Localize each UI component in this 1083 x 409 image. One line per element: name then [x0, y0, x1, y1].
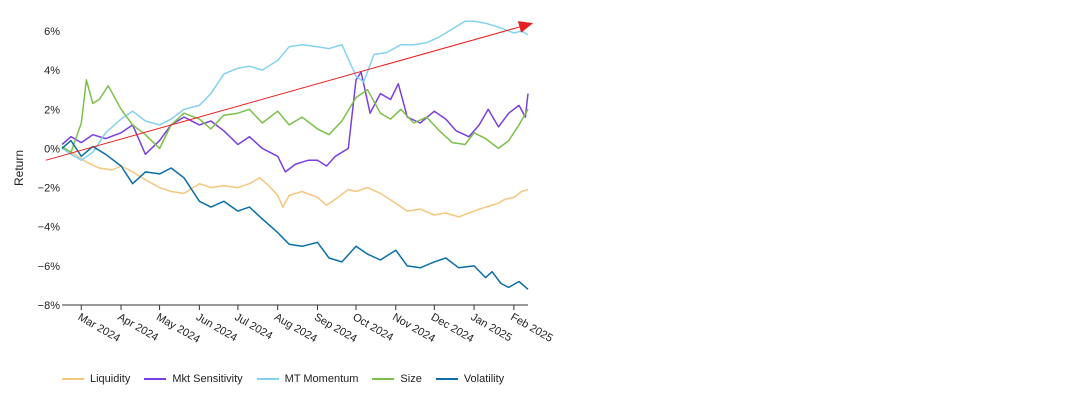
y-tick-label: −8%: [38, 300, 61, 312]
trend-arrow-line: [45, 26, 520, 161]
series-line-size: [61, 79, 529, 154]
y-axis-label: Return: [12, 150, 26, 186]
legend-item-volatility[interactable]: Volatility: [435, 373, 505, 385]
y-tick-label: 2%: [44, 104, 60, 116]
y-axis-ticks: −8% −6% −4% −2% 0% 2% 4% 6%: [38, 26, 61, 312]
x-tick-label: Mar 2024: [76, 311, 122, 345]
x-tick-label: Nov 2024: [390, 311, 437, 345]
legend-item-liquidity[interactable]: Liquidity: [62, 373, 130, 385]
y-tick-label: 0%: [44, 143, 60, 155]
legend-item-mkt-sensitivity[interactable]: Mkt Sensitivity: [144, 373, 243, 385]
x-tick-label: Feb 2025: [508, 311, 554, 345]
legend-label: Liquidity: [90, 373, 131, 385]
annotations: [45, 21, 533, 161]
legend-label: MT Momentum: [284, 373, 359, 385]
series-line-mkt-sensitivity: [61, 71, 529, 173]
x-tick-label: Jun 2024: [194, 311, 239, 344]
series-line-mt-momentum: [61, 20, 529, 161]
legend-swatch: [62, 378, 84, 380]
legend-item-size[interactable]: Size: [372, 373, 422, 385]
x-tick-label: Oct 2024: [350, 311, 395, 344]
series-line-liquidity: [61, 147, 529, 218]
legend-label: Size: [400, 373, 422, 385]
y-tick-label: 4%: [44, 65, 60, 77]
x-tick-label: May 2024: [154, 311, 202, 346]
series-line-volatility: [61, 139, 529, 290]
legend-label: Volatility: [463, 373, 505, 385]
legend-item-mt-momentum[interactable]: MT Momentum: [256, 373, 359, 385]
legend-swatch: [256, 378, 279, 380]
legend-swatch: [144, 378, 167, 380]
series-lines: [61, 20, 529, 290]
y-tick-label: −2%: [38, 183, 61, 195]
y-tick-label: −4%: [38, 222, 61, 234]
x-tick-label: Sep 2024: [312, 311, 359, 345]
trend-arrow-head: [517, 21, 533, 33]
legend-swatch: [435, 378, 458, 380]
y-tick-label: 6%: [44, 26, 60, 38]
legend-swatch: [372, 378, 395, 380]
x-tick-label: Jan 2025: [469, 311, 514, 344]
legend: Liquidity Mkt Sensitivity MT Momentum Si…: [62, 373, 504, 385]
y-tick-label: −6%: [38, 261, 61, 273]
x-tick-label: Jul 2024: [232, 311, 274, 342]
x-tick-label: Dec 2024: [429, 311, 476, 345]
legend-label: Mkt Sensitivity: [172, 373, 243, 385]
x-tick-label: Apr 2024: [116, 311, 161, 344]
x-tick-label: Aug 2024: [272, 311, 319, 345]
